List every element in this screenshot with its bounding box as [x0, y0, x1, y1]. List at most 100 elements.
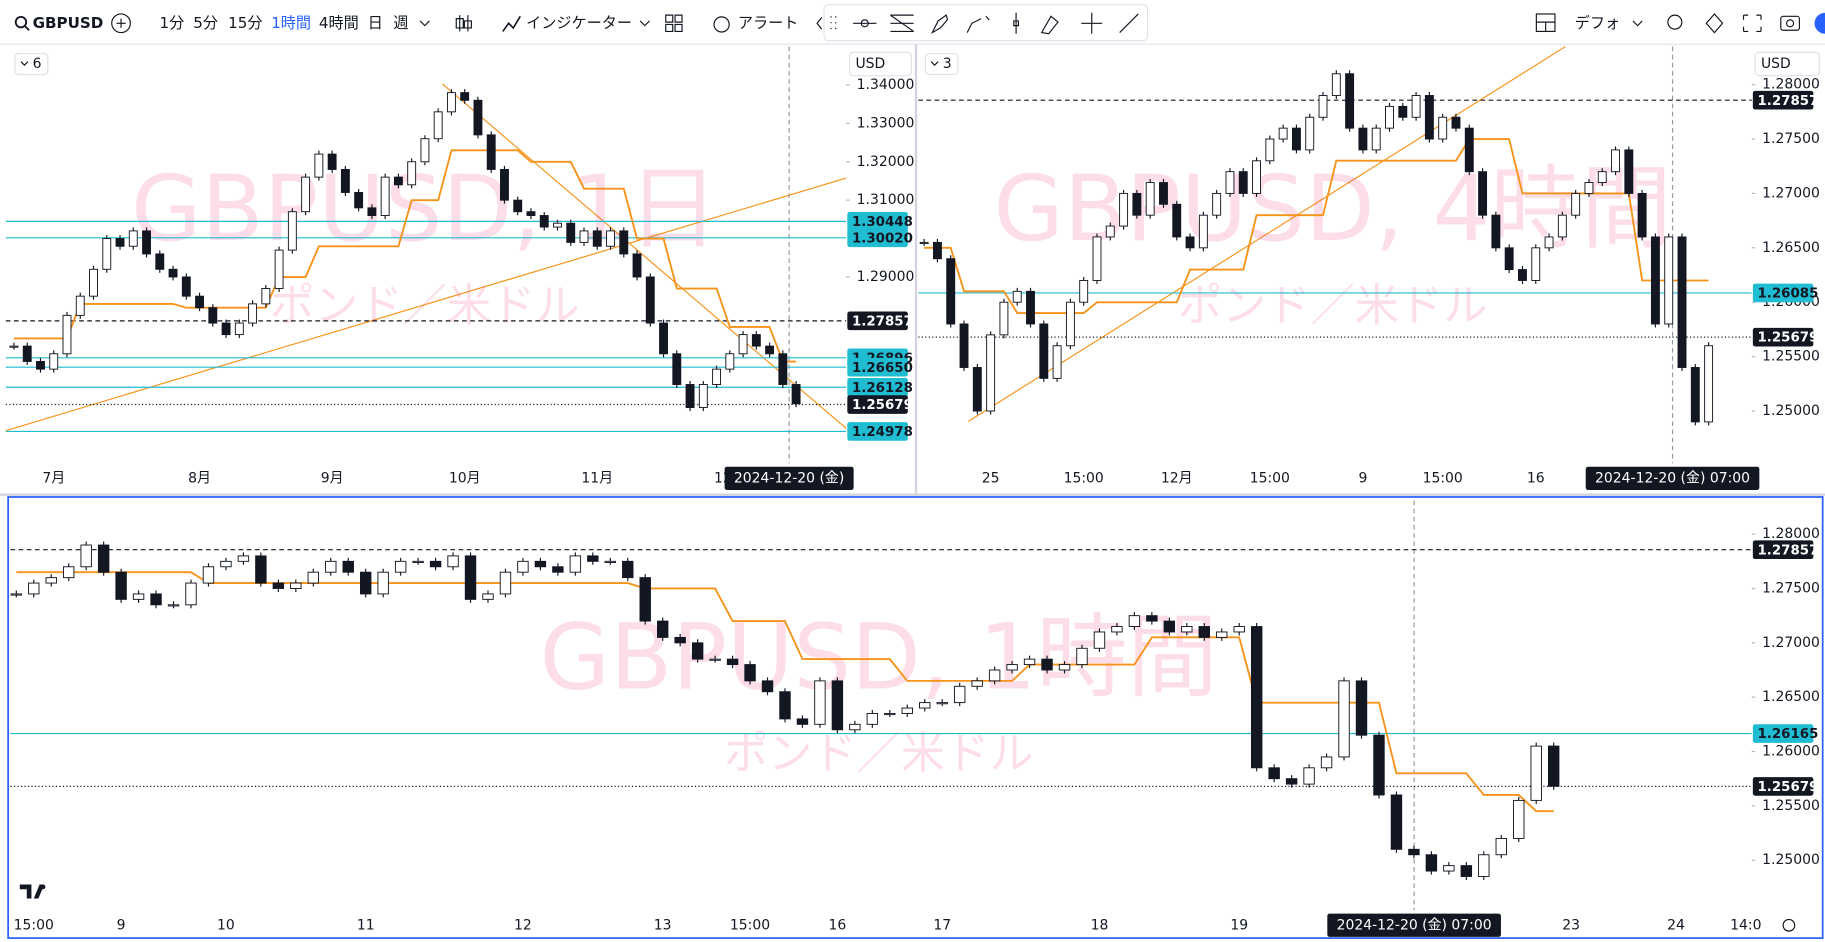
chevron[interactable] [816, 17, 823, 30]
pane: GBPUSD, 1日ポンド／米ドル3USD1.340001.330001.320… [5, 46, 915, 491]
price-tag [1752, 777, 1814, 796]
interval-active[interactable]: 1時間 [271, 14, 311, 32]
candle [234, 322, 244, 336]
chart-type-icon[interactable] [455, 15, 472, 32]
candle [566, 222, 576, 243]
draw-eraser[interactable] [1040, 15, 1059, 35]
candle [1704, 345, 1714, 423]
candle [208, 307, 218, 324]
candle [1225, 171, 1235, 194]
indicators-icon[interactable] [502, 15, 521, 32]
fullscreen[interactable] [1742, 14, 1762, 33]
active-pane-border [7, 496, 1824, 939]
x-tick-label: 14:0 [1730, 917, 1761, 933]
candle [1198, 626, 1210, 638]
candle [45, 577, 57, 584]
candle [486, 134, 496, 170]
candle [1185, 236, 1195, 249]
candle [290, 582, 302, 589]
candle [80, 544, 92, 568]
candle [314, 153, 324, 178]
toolbar: GBPUSD 1分 5分 15分 1時間 4時間 日 週 インジケーター アラー… [0, 4, 1825, 45]
draw-hline[interactable] [853, 19, 877, 28]
x-tick-label: 9月 [321, 470, 344, 486]
candle [255, 555, 267, 584]
candle [9, 345, 19, 348]
candle [946, 258, 956, 325]
interval[interactable]: 5分 [193, 14, 218, 32]
candle [1611, 149, 1620, 173]
logo [19, 884, 45, 899]
x-tick-label: 15:00 [730, 917, 770, 933]
indicators-button[interactable]: インジケーター [526, 14, 632, 32]
price-tag-label: 1.25679 [1757, 331, 1818, 346]
trail-line [16, 571, 1554, 813]
price-tag [847, 212, 908, 231]
settings[interactable] [1705, 13, 1724, 34]
candle [1504, 247, 1514, 271]
draw-trendline[interactable] [1119, 13, 1139, 34]
candle [1093, 631, 1106, 649]
y-tick-label: 1.31000 [857, 192, 915, 208]
chevron[interactable] [419, 20, 430, 27]
candle [307, 571, 319, 584]
candle [972, 367, 982, 412]
interval[interactable]: 週 [393, 14, 408, 32]
drag-handle[interactable] [830, 16, 837, 30]
candle [1664, 236, 1674, 325]
chevron[interactable] [639, 20, 650, 27]
candle [674, 636, 686, 644]
candle [1677, 236, 1687, 368]
candle [1544, 236, 1554, 249]
candle [1624, 149, 1634, 194]
interval[interactable]: 4時間 [319, 14, 359, 32]
price-tag-label: 1.26128 [852, 381, 913, 396]
candle [460, 92, 470, 101]
candle [89, 268, 98, 297]
alert-icon[interactable] [713, 16, 730, 33]
candle [1547, 745, 1560, 787]
interval[interactable]: 15分 [228, 14, 262, 32]
candle [539, 215, 549, 228]
candle [412, 560, 424, 563]
candle [354, 192, 364, 209]
candle [377, 571, 389, 595]
interval[interactable]: 日 [368, 14, 383, 32]
collapse-badge[interactable] [14, 52, 49, 76]
publish-button[interactable] [1814, 12, 1825, 34]
search-icon[interactable] [14, 15, 28, 29]
price-tag [1752, 327, 1814, 347]
crosshair-time-tag [1585, 466, 1760, 491]
x-tick-label: 13 [654, 917, 672, 933]
watermark-subtitle: ポンド／米ドル [1178, 280, 1488, 331]
y-tick-label: 1.27500 [1762, 580, 1820, 596]
price-tag [847, 228, 908, 248]
collapse-badge[interactable] [924, 52, 959, 76]
quick-search[interactable] [1667, 14, 1683, 30]
add-symbol[interactable] [111, 13, 131, 34]
draw-fib[interactable] [890, 14, 914, 33]
draw-vline[interactable] [1013, 12, 1019, 34]
draw-pen[interactable] [966, 15, 990, 33]
candle [1318, 95, 1328, 118]
screenshot[interactable] [1780, 15, 1800, 31]
candle [622, 560, 634, 579]
candle [1495, 837, 1507, 856]
templates-icon[interactable] [665, 14, 683, 33]
crosshair-time-label: 2024-12-20 (金) 07:00 [1337, 917, 1492, 933]
candle [1358, 127, 1368, 151]
draw-cross[interactable] [1081, 12, 1103, 34]
candle [36, 360, 45, 370]
price-tag-label: 1.25679 [852, 398, 913, 413]
x-tick-label: 16 [1527, 470, 1545, 486]
interval[interactable]: 1分 [159, 14, 184, 32]
chevron[interactable] [1632, 20, 1643, 27]
symbol[interactable]: GBPUSD [33, 14, 104, 32]
x-tick-label: 9 [117, 917, 126, 933]
candle [779, 691, 791, 720]
candle [685, 384, 695, 409]
settings-icon[interactable] [1782, 918, 1796, 932]
draw-brush[interactable] [930, 14, 949, 35]
alert-button[interactable]: アラート [738, 14, 799, 32]
layout-name[interactable]: デフォ [1575, 14, 1620, 32]
